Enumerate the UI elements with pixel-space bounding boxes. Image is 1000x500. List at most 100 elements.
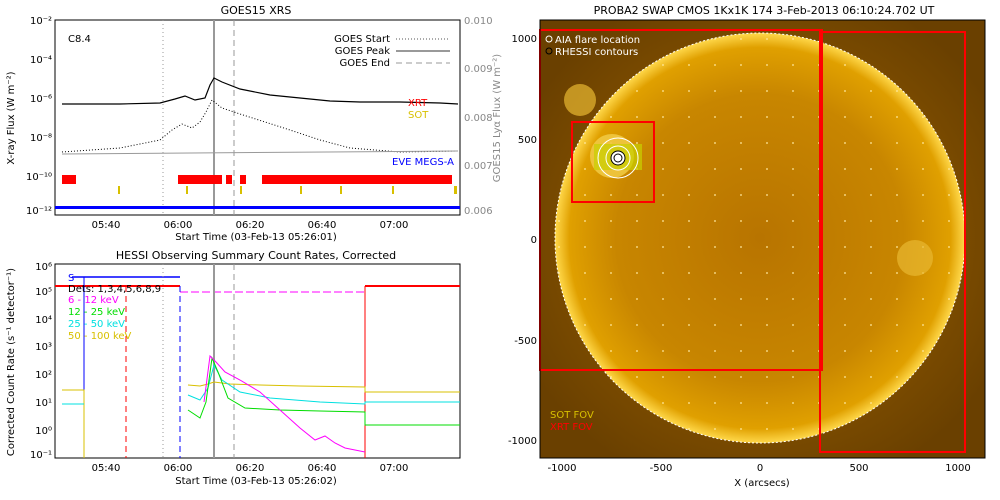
goes-xlabel: Start Time (03-Feb-13 05:26:01) <box>175 232 337 243</box>
swap-xtick: 0 <box>757 463 763 474</box>
swap-xtick: 500 <box>849 463 868 474</box>
goes-xtick: 06:40 <box>308 220 337 231</box>
xrt-fov-box <box>571 121 655 203</box>
goes-ytick-right: 0.007 <box>464 161 493 172</box>
hessi-xtick: 06:00 <box>164 463 193 474</box>
hessi-ytick: 10² <box>35 370 52 381</box>
sot-label: SOT <box>408 110 429 121</box>
goes-ylabel-left: X-ray Flux (W m⁻²) <box>6 71 17 164</box>
goes-ytick: 10⁻⁸ <box>30 133 52 144</box>
hessi-plot-frame <box>54 263 461 459</box>
swap-ytick: 0 <box>531 235 537 246</box>
swap-title: PROBA2 SWAP CMOS 1Kx1K 174 3-Feb-2013 06… <box>594 4 935 17</box>
hessi-xtick: 06:40 <box>308 463 337 474</box>
hessi-y-ticks: 10⁶ 10⁵ 10⁴ 10³ 10² 10¹ 10⁰ 10⁻¹ <box>30 262 52 461</box>
swap-ytick: -500 <box>514 336 537 347</box>
eve-label: EVE MEGS-A <box>392 157 454 168</box>
swap-xtick: 1000 <box>945 463 970 474</box>
goes-x-ticks: 05:40 06:00 06:20 06:40 07:00 <box>92 220 409 231</box>
goes-legend: GOES Start GOES Peak GOES End <box>334 34 450 69</box>
goes-legend-peak: GOES Peak <box>335 46 390 57</box>
sot-coverage-bars <box>118 186 457 194</box>
hessi-xlabel: Start Time (03-Feb-13 05:26:02) <box>175 476 337 487</box>
goes-ytick: 10⁻¹² <box>26 206 52 217</box>
active-region <box>564 84 596 116</box>
goes-long-channel <box>62 77 459 105</box>
goes-ylabel-right: GOES15 Lyα Flux (W m⁻²) <box>492 54 503 182</box>
hessi-legend-25-50: 25 - 50 keV <box>68 319 125 330</box>
hessi-6-12-curve <box>203 354 366 453</box>
goes-ytick-right: 0.009 <box>464 64 493 75</box>
sot-fov-label: SOT FOV <box>550 410 594 421</box>
hessi-50-100-curve <box>62 381 460 458</box>
hessi-ytick: 10⁵ <box>35 287 52 298</box>
goes-right-ticks: 0.010 0.009 0.008 0.007 0.006 <box>464 16 493 217</box>
swap-xlabel: X (arcsecs) <box>734 478 790 489</box>
hessi-ytick: 10¹ <box>35 398 52 409</box>
swap-legend-rhessi: RHESSI contours <box>555 47 638 58</box>
goes-plot-frame <box>54 19 461 216</box>
swap-y-ticks: 1000 500 0 -500 -1000 <box>508 34 537 447</box>
xrt-fov-label: XRT FOV <box>550 422 593 433</box>
heliographic-grid <box>555 33 965 443</box>
hessi-detectors: Dets: 1,3,4,5,6,8,9 <box>68 284 161 295</box>
swap-x-ticks: -1000 -500 0 500 1000 <box>547 463 970 474</box>
swap-ytick: -1000 <box>508 436 537 447</box>
goes-ytick-right: 0.008 <box>464 113 493 124</box>
active-region <box>897 240 933 276</box>
hessi-ytick: 10³ <box>35 342 52 353</box>
hessi-panel: HESSI Observing Summary Count Rates, Cor… <box>6 249 461 487</box>
goes-ytick: 10⁻¹⁰ <box>26 172 52 183</box>
xrt-coverage-bars <box>62 175 452 184</box>
xrt-fov-box <box>819 31 966 453</box>
goes-legend-end: GOES End <box>340 58 390 69</box>
goes-ytick: 10⁻² <box>30 16 52 27</box>
goes-xtick: 07:00 <box>380 220 409 231</box>
hessi-legend-50-100: 50 - 100 keV <box>68 331 132 342</box>
hessi-ytick: 10⁰ <box>35 426 52 437</box>
aia-flare-location <box>610 150 626 166</box>
goes-class-label: C8.4 <box>68 34 91 45</box>
rhessi-contour <box>605 145 631 171</box>
goes-panel: GOES15 XRS C8.4 <box>6 4 503 243</box>
goes-xtick: 05:40 <box>92 220 121 231</box>
eve-megs-a-bar <box>55 206 460 209</box>
hessi-legend-12-25: 12 - 25 keV <box>68 307 125 318</box>
hessi-ytick: 10⁶ <box>35 262 52 273</box>
hessi-xtick: 07:00 <box>380 463 409 474</box>
swap-legend: AIA flare location RHESSI contours <box>545 35 640 58</box>
hessi-x-ticks: 05:40 06:00 06:20 06:40 07:00 <box>92 463 409 474</box>
goes-legend-start: GOES Start <box>334 34 390 45</box>
hessi-ytick: 10⁴ <box>35 315 52 326</box>
swap-xtick: -1000 <box>547 463 576 474</box>
swap-ytick: 1000 <box>512 34 537 45</box>
hessi-25-50-curve <box>62 363 460 405</box>
swap-legend-aia: AIA flare location <box>555 35 640 46</box>
hessi-ylabel: Corrected Count Rate (s⁻¹ detector⁻¹) <box>6 268 17 456</box>
goes-ytick-right: 0.010 <box>464 16 493 27</box>
goes-left-ticks: 10⁻² 10⁻⁴ 10⁻⁶ 10⁻⁸ 10⁻¹⁰ 10⁻¹² <box>26 16 52 217</box>
goes-ytick-right: 0.006 <box>464 206 493 217</box>
goes-xtick: 06:20 <box>236 220 265 231</box>
hessi-title: HESSI Observing Summary Count Rates, Cor… <box>116 249 396 262</box>
swap-xtick: -500 <box>650 463 673 474</box>
rhessi-contour <box>597 137 639 179</box>
hessi-legend-6-12: 6 - 12 keV <box>68 295 119 306</box>
goes-title: GOES15 XRS <box>221 4 292 17</box>
hessi-ytick: 10⁻¹ <box>30 450 52 461</box>
goes-short-channel <box>61 99 459 153</box>
swap-plot-frame <box>539 19 986 459</box>
swap-ytick: 500 <box>518 135 537 146</box>
hessi-12-25-curve <box>187 356 460 426</box>
hessi-s-label: S <box>68 273 74 284</box>
xrt-label: XRT <box>408 98 428 109</box>
goes-lya-channel <box>61 150 459 155</box>
goes-xtick: 06:00 <box>164 220 193 231</box>
goes-ytick: 10⁻⁴ <box>30 55 52 66</box>
goes-ytick: 10⁻⁶ <box>30 94 52 105</box>
hessi-xtick: 06:20 <box>236 463 265 474</box>
swap-panel: PROBA2 SWAP CMOS 1Kx1K 174 3-Feb-2013 06… <box>508 4 986 489</box>
rhessi-contour <box>613 153 623 163</box>
hessi-xtick: 05:40 <box>92 463 121 474</box>
